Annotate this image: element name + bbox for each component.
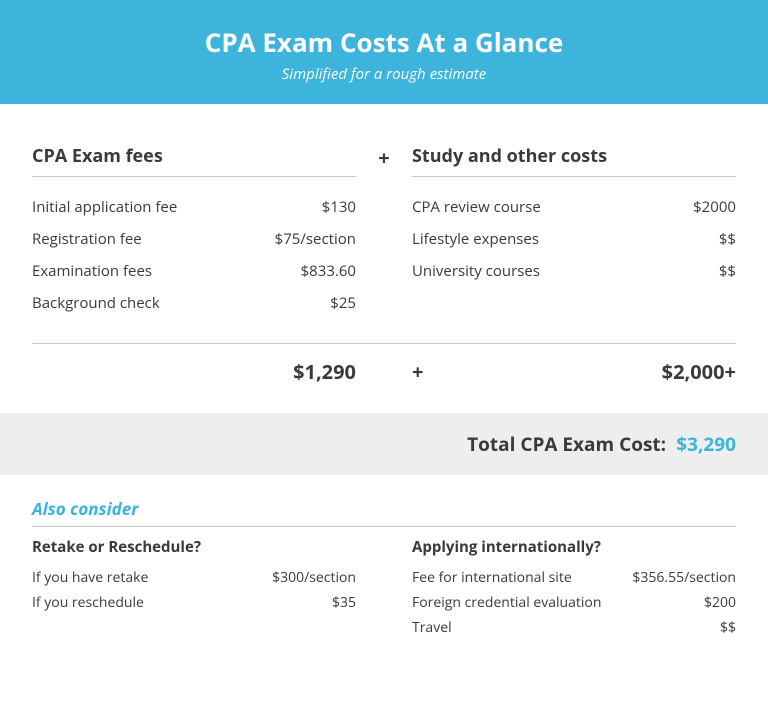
fee-label: Background check [32,293,160,313]
fee-label: Initial application fee [32,197,177,217]
study-value: $$ [719,261,736,281]
page-subtitle: Simplified for a rough estimate [0,64,768,84]
intl-label: Fee for international site [412,568,572,587]
also-consider-section: Also consider Retake or Reschedule? If y… [0,475,768,670]
fee-value: $25 [330,293,356,313]
table-row: University courses $$ [412,255,736,287]
retake-title: Retake or Reschedule? [32,537,356,557]
fees-column: CPA Exam fees Initial application fee $1… [32,144,384,319]
table-row: If you reschedule $35 [32,590,356,615]
fees-subtotal-col: $1,290 [32,358,384,385]
plus-divider: + [378,144,389,171]
total-bar: Total CPA Exam Cost: $3,290 [0,413,768,475]
study-value: $2000 [693,197,736,217]
intl-value: $$ [720,618,736,637]
subtotal-divider [32,343,736,344]
table-row: Fee for international site $356.55/secti… [412,565,736,590]
intl-label: Travel [412,618,452,637]
retake-value: $35 [332,593,356,612]
study-column: Study and other costs CPA review course … [384,144,736,319]
study-label: Lifestyle expenses [412,229,539,249]
total-label: Total CPA Exam Cost: [467,431,666,457]
retake-label: If you have retake [32,568,148,587]
table-row: Foreign credential evaluation $200 [412,590,736,615]
intl-label: Foreign credential evaluation [412,593,601,612]
consider-columns: Retake or Reschedule? If you have retake… [32,537,736,640]
table-row: Initial application fee $130 [32,191,356,223]
study-value: $$ [719,229,736,249]
fees-subtotal: $1,290 [32,358,356,385]
retake-value: $300/section [272,568,356,587]
intl-column: Applying internationally? Fee for intern… [384,537,736,640]
total-value: $3,290 [676,431,736,457]
intl-value: $200 [704,593,736,612]
table-row: Examination fees $833.60 [32,255,356,287]
fee-value: $75/section [275,229,356,249]
consider-title: Also consider [32,497,736,527]
retake-column: Retake or Reschedule? If you have retake… [32,537,384,640]
study-subtotal-col: + $2,000+ [384,358,736,385]
intl-value: $356.55/section [632,568,736,587]
subtotal-plus: + [412,358,423,385]
table-row: Background check $25 [32,287,356,319]
study-label: CPA review course [412,197,541,217]
header-banner: CPA Exam Costs At a Glance Simplified fo… [0,0,768,104]
retake-label: If you reschedule [32,593,144,612]
table-row: Travel $$ [412,615,736,640]
cost-columns: + CPA Exam fees Initial application fee … [32,144,736,319]
fee-label: Examination fees [32,261,152,281]
study-label: University courses [412,261,540,281]
intl-title: Applying internationally? [412,537,736,557]
table-row: Lifestyle expenses $$ [412,223,736,255]
table-row: Registration fee $75/section [32,223,356,255]
fee-value: $833.60 [301,261,356,281]
main-content: + CPA Exam fees Initial application fee … [0,104,768,385]
fee-value: $130 [322,197,356,217]
table-row: CPA review course $2000 [412,191,736,223]
table-row: If you have retake $300/section [32,565,356,590]
fees-title: CPA Exam fees [32,144,356,177]
fee-label: Registration fee [32,229,142,249]
page-title: CPA Exam Costs At a Glance [0,24,768,60]
subtotals-row: $1,290 + $2,000+ [32,358,736,385]
study-title: Study and other costs [412,144,736,177]
study-subtotal: $2,000+ [412,358,736,385]
